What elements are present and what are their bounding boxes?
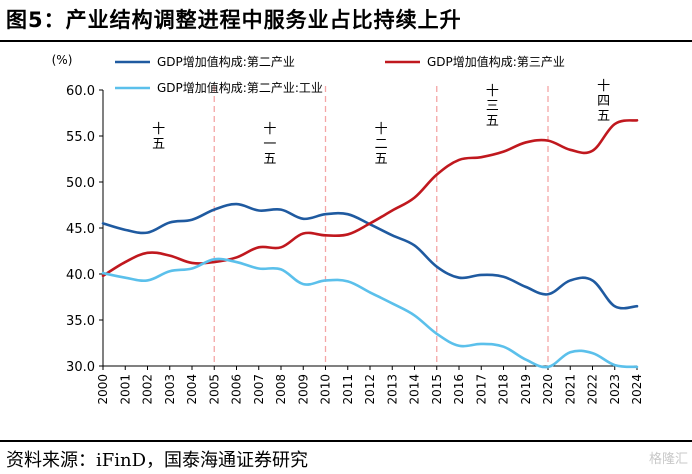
x-tick-label: 2022 [586,374,600,405]
x-tick-label: 2008 [274,374,288,405]
x-tick-label: 2014 [408,374,422,405]
x-tick-label: 2010 [319,374,333,405]
series-line-industry [101,257,639,369]
y-tick-label: 30.0 [66,360,95,375]
source-rule [0,440,692,442]
x-tick-label: 2011 [341,374,355,405]
y-tick-label: 55.0 [66,130,95,145]
x-tick-label: 2017 [474,374,488,405]
x-tick-label: 2005 [207,374,221,405]
legend-label: GDP增加值构成:第三产业 [427,54,565,69]
x-tick-label: 2001 [118,374,132,405]
y-tick-label: 45.0 [66,222,95,237]
x-tick-label: 2015 [430,374,444,405]
legend-label: GDP增加值构成:第二产业:工业 [157,80,323,95]
x-tick-label: 2023 [608,374,622,405]
x-tick-label: 2009 [296,374,310,405]
x-tick-label: 2019 [519,374,533,405]
line-chart: (%) 30.0 35.0 40.0 45.0 50.0 55.0 60.0 2000 2001 2… [52,53,644,405]
y-unit-label: (%) [52,53,73,67]
plan-annotation: 十一五 [263,122,276,167]
watermark: 格隆汇 [648,452,688,467]
plan-annotation: 十五 [152,122,165,152]
x-tick-label: 2020 [541,374,555,405]
x-tick-label: 2021 [563,374,577,405]
x-tick-label: 2007 [252,374,266,405]
x-tick-label: 2016 [452,374,466,405]
x-tick-label: 2013 [385,374,399,405]
title-rule [0,40,692,42]
y-tick-label: 40.0 [66,268,95,283]
x-tick-label: 2003 [163,374,177,405]
x-tick-label: 2000 [96,374,110,405]
source-note: 资料来源：iFinD，国泰海通证券研究 [6,450,309,471]
x-tick-label: 2024 [630,374,644,405]
x-tick-label: 2012 [363,374,377,405]
x-tick-label: 2002 [141,374,155,405]
x-tick-label: 2006 [230,374,244,405]
x-tick-label: 2004 [185,374,199,405]
plan-annotation: 十二五 [375,122,388,167]
x-tick-label: 2018 [497,374,511,405]
plan-annotation: 十四五 [597,79,610,124]
y-tick-label: 50.0 [66,176,95,191]
figure-title: 图5：产业结构调整进程中服务业占比持续上升 [6,8,462,32]
series-line-tertiary [101,119,639,278]
y-tick-label: 35.0 [66,314,95,329]
plan-annotation: 十三五 [486,84,499,129]
y-tick-label: 60.0 [66,84,95,99]
legend-label: GDP增加值构成:第二产业 [157,54,295,69]
